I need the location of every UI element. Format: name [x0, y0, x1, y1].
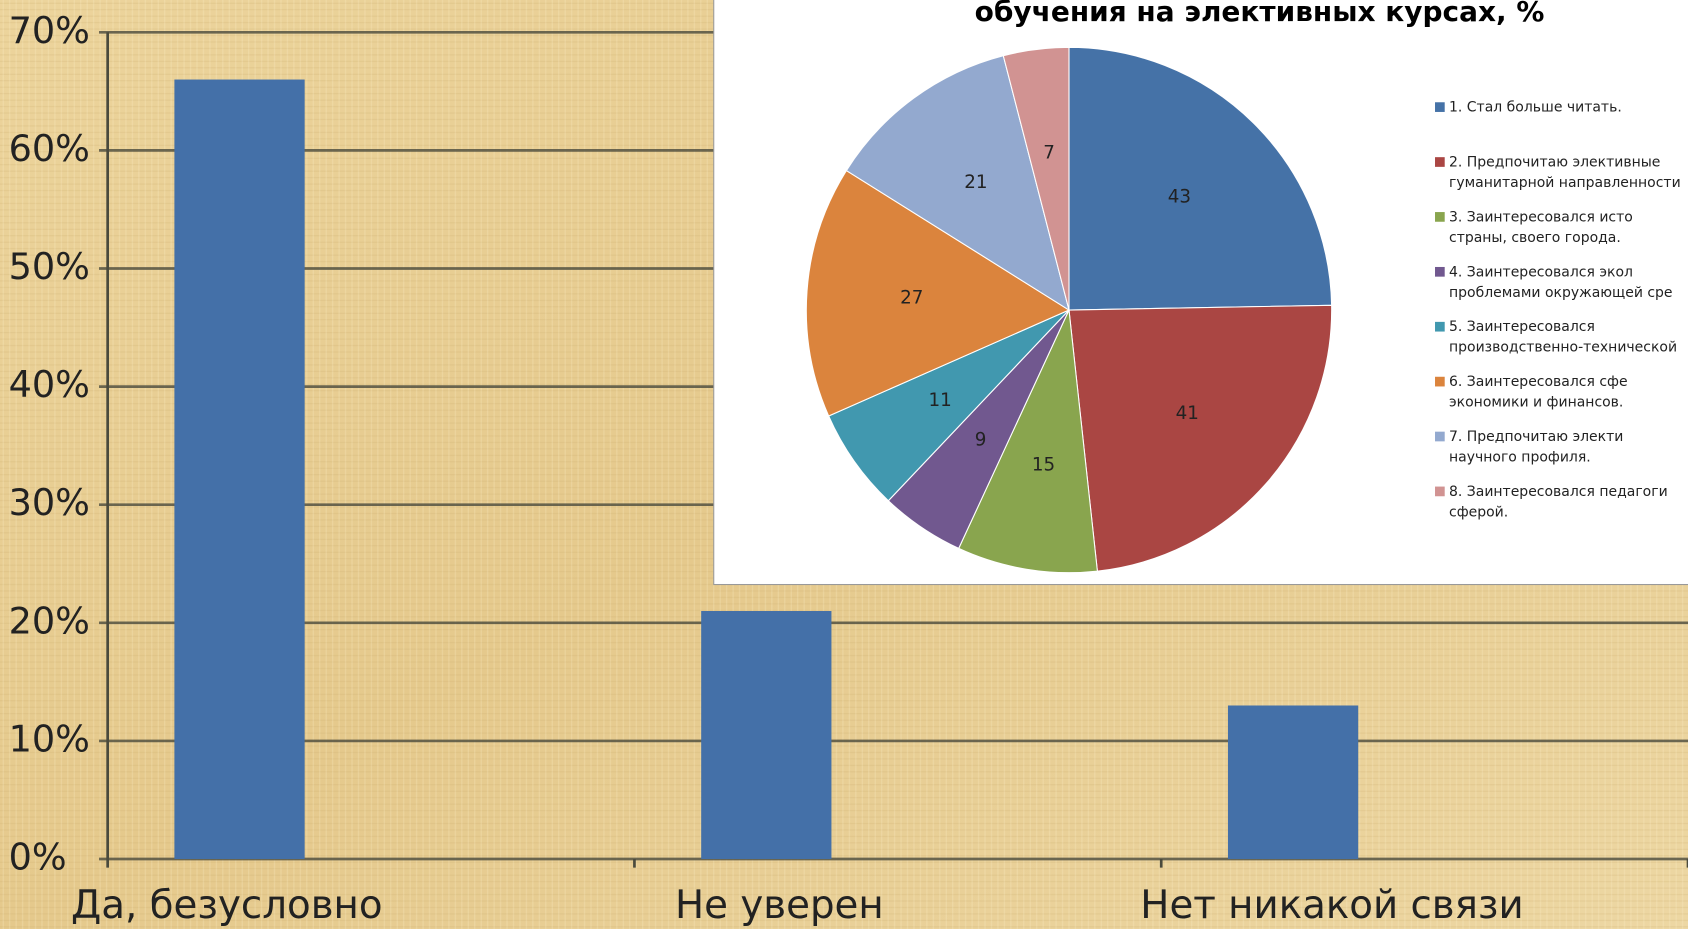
legend-swatch — [1435, 321, 1445, 332]
y-tick-label: 40% — [9, 363, 90, 406]
legend-label: 7. Предпочитаю электи — [1449, 429, 1623, 445]
y-tick-label: 0% — [9, 836, 67, 879]
pie-chart: обучения на элективных курсах, % 43 41 15 9… — [805, 0, 1681, 574]
x-tick-label: Да, безусловно — [71, 883, 383, 928]
legend-swatch — [1435, 266, 1445, 277]
data-label: 15 — [1032, 455, 1055, 476]
legend-label: 1. Стал больше читать. — [1449, 100, 1622, 116]
legend-label: гуманитарной направленности — [1449, 175, 1681, 191]
legend-label: страны, своего города. — [1449, 230, 1621, 246]
data-label: 7 — [1043, 143, 1055, 164]
bar — [174, 79, 305, 860]
data-label: 11 — [929, 390, 952, 411]
legend-swatch — [1435, 376, 1445, 387]
legend-label: 3. Заинтересовался исто — [1449, 209, 1633, 225]
legend-label: 2. Предпочитаю элективные — [1449, 155, 1660, 171]
pie-slice — [957, 308, 1098, 574]
y-tick-label: 50% — [9, 245, 90, 288]
pie-slice — [1068, 304, 1333, 572]
pie-slice — [1002, 46, 1070, 311]
legend-swatch — [1435, 486, 1445, 497]
legend-swatch — [1435, 102, 1445, 112]
legend-swatch — [1435, 157, 1445, 167]
y-tick-label: 30% — [9, 481, 90, 524]
y-tick-label: 70% — [9, 9, 90, 52]
data-label: 41 — [1176, 403, 1199, 424]
legend-label: проблемами окружающей сре — [1449, 285, 1673, 301]
legend-label: 8. Заинтересовался педагоги — [1449, 484, 1668, 500]
legend-label: производственно-технической — [1449, 340, 1677, 356]
y-tick-label: 20% — [9, 599, 90, 642]
pie-slice — [1068, 46, 1333, 311]
legend-label: научного профиля. — [1449, 450, 1591, 466]
data-label: 43 — [1168, 187, 1191, 208]
legend-swatch — [1435, 212, 1445, 222]
x-tick-label: Нет никакой связи — [1140, 883, 1523, 928]
legend-label: сферой. — [1449, 504, 1508, 520]
legend-label: 4. Заинтересовался экол — [1449, 264, 1633, 280]
pie-title: обучения на элективных курсах, % — [975, 0, 1545, 28]
legend-label: 6. Заинтересовался сфе — [1449, 374, 1628, 390]
y-tick-label: 60% — [9, 127, 90, 170]
pie-slice — [805, 169, 1071, 417]
data-label: 9 — [975, 429, 987, 450]
pie-slice — [845, 55, 1070, 312]
bar — [701, 611, 832, 860]
legend-swatch — [1435, 431, 1445, 442]
data-label: 21 — [964, 172, 987, 193]
bar — [1227, 705, 1359, 860]
legend-label: 5. Заинтересовался — [1449, 319, 1595, 335]
y-tick-label: 10% — [9, 717, 90, 760]
data-label: 27 — [900, 288, 923, 309]
x-tick-label: Не уверен — [675, 883, 884, 928]
legend-label: экономики и финансов. — [1449, 395, 1623, 411]
